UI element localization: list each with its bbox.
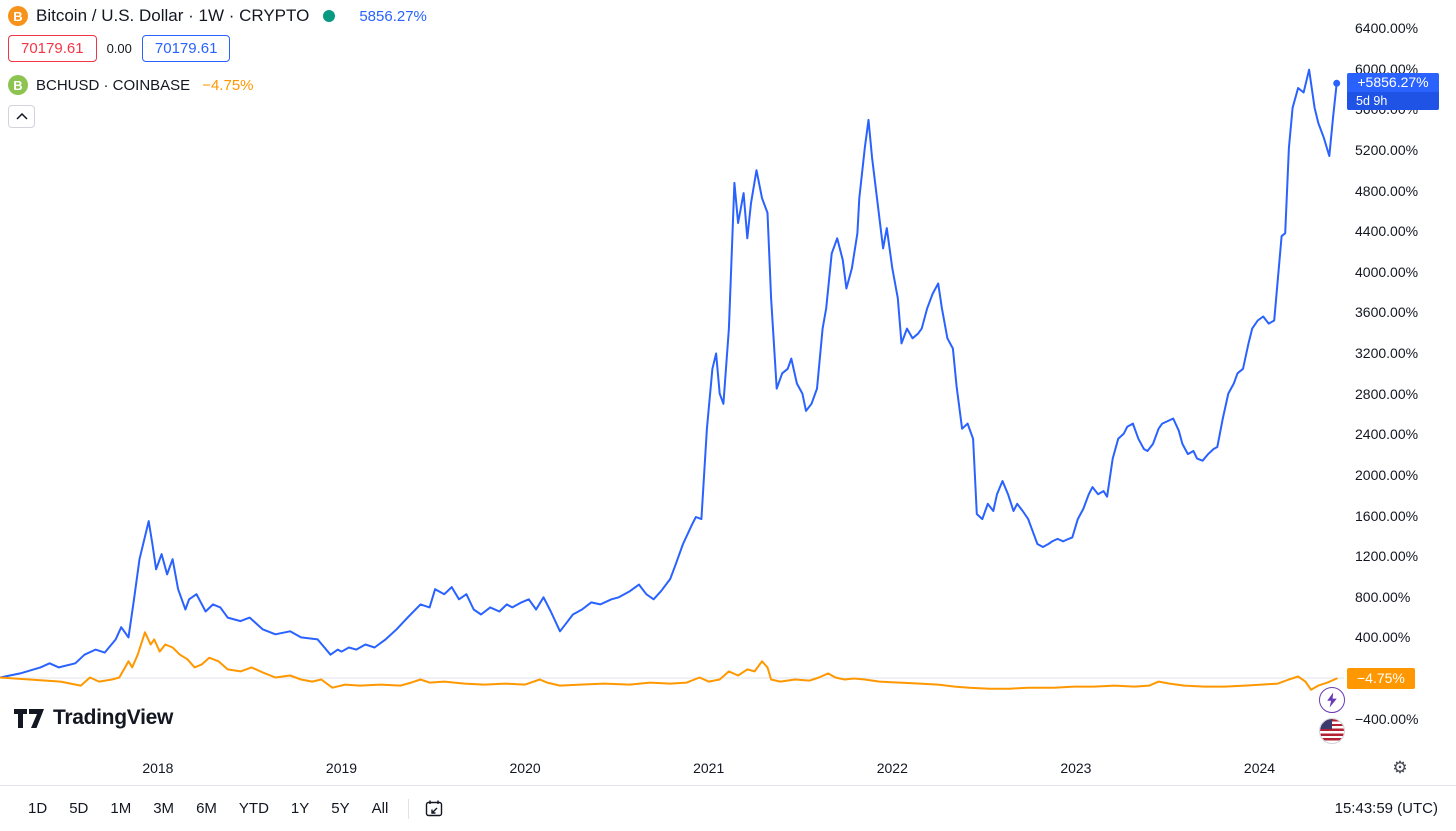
compare-symbol-title[interactable]: BCHUSD · COINBASE: [36, 76, 191, 94]
range-3m[interactable]: 3M: [143, 794, 184, 823]
range-all[interactable]: All: [362, 794, 399, 823]
date-range-buttons: 1D 5D 1M 3M 6M YTD 1Y 5Y All: [18, 794, 398, 823]
chart-pane[interactable]: B Bitcoin / U.S. Dollar · 1W · CRYPTO 58…: [0, 0, 1344, 784]
year-label: 2021: [693, 760, 725, 776]
go-to-date-button[interactable]: [419, 794, 449, 824]
bitcoin-icon: B: [8, 6, 28, 26]
buy-price-button[interactable]: 70179.61: [141, 35, 231, 62]
range-ytd[interactable]: YTD: [229, 794, 279, 823]
y-axis-tick: 2400.00%: [1355, 426, 1419, 443]
y-axis-tick: 1600.00%: [1355, 507, 1419, 524]
range-6m[interactable]: 6M: [186, 794, 227, 823]
compare-change-percent: −4.75%: [202, 76, 254, 94]
lightning-button[interactable]: [1319, 687, 1345, 713]
bch-icon: B: [8, 75, 28, 95]
last-price-dot: [1333, 79, 1341, 87]
y-axis-tick: 4800.00%: [1355, 182, 1419, 199]
year-label: 2020: [509, 760, 541, 776]
range-1d[interactable]: 1D: [18, 794, 57, 823]
compare-value-badge: −4.75%: [1347, 668, 1415, 689]
year-label: 2023: [1060, 760, 1092, 776]
legend: B Bitcoin / U.S. Dollar · 1W · CRYPTO 58…: [8, 6, 427, 128]
y-axis-tick: 6400.00%: [1355, 20, 1419, 36]
range-1m[interactable]: 1M: [100, 794, 141, 823]
chevron-up-icon: [15, 112, 28, 120]
price-chart[interactable]: [0, 0, 1344, 755]
last-value-label: +5856.27%: [1347, 73, 1439, 93]
us-flag-icon: [1320, 719, 1344, 743]
y-axis-tick: 800.00%: [1355, 588, 1411, 605]
range-5y[interactable]: 5Y: [321, 794, 359, 823]
tradingview-logomark-icon: [14, 708, 44, 728]
y-axis-tick: 1200.00%: [1355, 548, 1419, 565]
series-marker-icon: [323, 10, 336, 22]
lightning-icon: [1327, 692, 1337, 708]
series-BCHUSD: [0, 631, 1338, 691]
y-axis-tick: 3200.00%: [1355, 345, 1419, 361]
y-axis-tick: 2000.00%: [1355, 466, 1419, 483]
y-axis-tick: 6000.00%: [1355, 60, 1419, 77]
go-to-date-icon: [426, 800, 443, 816]
y-axis-tick: 400.00%: [1355, 629, 1411, 646]
spread-value: 0.00: [106, 41, 132, 56]
y-axis-tick: 4400.00%: [1355, 223, 1419, 240]
time-axis[interactable]: 2018 2019 2020 2021 2022 2023 2024: [0, 755, 1344, 784]
sell-price-button[interactable]: 70179.61: [8, 35, 97, 62]
year-label: 2024: [1243, 760, 1276, 776]
toolbar-divider: [408, 798, 410, 819]
range-5d[interactable]: 5D: [59, 794, 98, 823]
last-value-badge: +5856.27% 5d 9h: [1347, 73, 1439, 111]
country-flag-button[interactable]: [1319, 718, 1345, 744]
year-label: 2019: [325, 760, 358, 776]
year-label: 2018: [142, 760, 174, 776]
y-axis-tick: 2800.00%: [1355, 385, 1419, 402]
clock-utc[interactable]: 15:43:59 (UTC): [1335, 796, 1438, 821]
y-axis-tick: 3600.00%: [1355, 304, 1419, 321]
y-axis-tick: 4000.00%: [1355, 263, 1419, 280]
bar-countdown-label: 5d 9h: [1347, 92, 1439, 111]
y-axis-tick: −400.00%: [1355, 710, 1419, 727]
price-axis[interactable]: 6400.00%6000.00%5600.00%5200.00%4800.00%…: [1344, 0, 1456, 784]
year-label: 2022: [876, 760, 908, 776]
tradingview-logo-text: TradingView: [53, 706, 174, 729]
chart-settings-button[interactable]: ⚙: [1390, 756, 1410, 780]
range-1y[interactable]: 1Y: [281, 794, 319, 823]
symbol-title[interactable]: Bitcoin / U.S. Dollar · 1W · CRYPTO: [36, 6, 310, 25]
gear-icon: ⚙: [1392, 758, 1408, 777]
bottom-toolbar: 1D 5D 1M 3M 6M YTD 1Y 5Y All 15:43:59 (UTC): [0, 785, 1456, 831]
legend-collapse-button[interactable]: [8, 105, 35, 128]
tradingview-logo[interactable]: TradingView: [14, 706, 173, 730]
y-axis-tick: 5200.00%: [1355, 141, 1419, 158]
series-BTCUSD: [0, 68, 1338, 679]
symbol-change-percent: 5856.27%: [359, 7, 427, 25]
